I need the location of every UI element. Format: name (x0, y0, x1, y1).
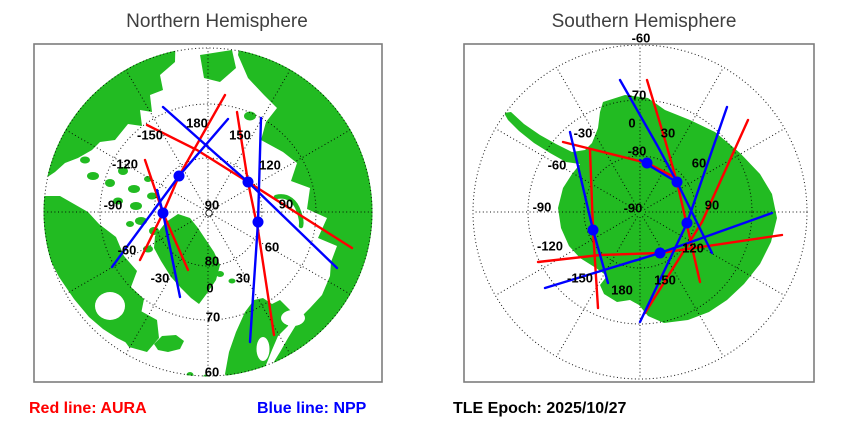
satellite-position-dot (641, 157, 653, 169)
land-antarctic-islet (489, 129, 493, 133)
north-graticule-labels: 180 -150 150 -120 120 -90 90 90 -60 60 -30 30 80 0 70 6… (104, 116, 294, 380)
land-svalbard (228, 278, 236, 284)
south-polar-map: -60 -70 0 30 -30 -80 60 -60 90 -90 -90 120 -120 150 -1… (463, 31, 815, 383)
graticule-label: 30 (661, 126, 675, 141)
graticule-label: 70 (206, 310, 220, 325)
graticule-label: -90 (533, 200, 552, 215)
graticule-label: 60 (265, 240, 279, 255)
land-britain (186, 372, 194, 377)
graticule-label: 60 (692, 156, 706, 171)
aura-ground-track (145, 123, 354, 250)
white-sea (281, 310, 305, 326)
meridian-line (65, 214, 204, 295)
north-map-frame (33, 43, 383, 383)
land-novaya-zemlya (273, 194, 304, 229)
meridian-line (125, 69, 206, 208)
graticule-label: -120 (537, 239, 563, 254)
aura-ground-track (138, 93, 227, 262)
hudson-bay (95, 292, 125, 320)
satellite-position-dot (252, 216, 264, 228)
meridian-line (210, 216, 291, 355)
graticule-label: 0 (206, 281, 213, 296)
graticule-label: -30 (151, 271, 170, 286)
npp-ground-track (618, 78, 714, 255)
graticule-label: 120 (259, 158, 281, 173)
aura-ground-track (235, 110, 276, 337)
south-satellite-dots (587, 157, 693, 259)
north-polar-map: 180 -150 150 -120 120 -90 90 90 -60 60 -30 30 80 0 70 6… (33, 43, 383, 383)
meridian-line (212, 214, 351, 295)
legend-blue-npp: Blue line: NPP (257, 400, 367, 417)
graticule-label: -90 (104, 198, 123, 213)
graticule-label: -120 (112, 157, 138, 172)
graticule-label: 180 (611, 283, 633, 298)
latitude-circle (527, 99, 753, 325)
meridian-line (125, 216, 206, 355)
south-map-title: Southern Hemisphere (552, 11, 737, 32)
land-quebec (117, 310, 159, 352)
north-graticule (43, 47, 373, 377)
graticule-label: 0 (628, 116, 635, 131)
graticule-label: 60 (205, 365, 219, 380)
south-graticule (472, 44, 808, 380)
aura-ground-track (645, 78, 702, 284)
satellite-position-dot (587, 224, 599, 236)
graticule-label: 180 (186, 116, 208, 131)
npp-ground-track (161, 105, 339, 270)
meridian-line (210, 69, 291, 208)
north-map-title: Northern Hemisphere (126, 11, 308, 32)
meridian-line (212, 129, 351, 210)
graticule-label: -60 (118, 243, 137, 258)
graticule-label: 90 (705, 198, 719, 213)
graticule-label: -60 (548, 158, 567, 173)
latitude-circle (99, 103, 317, 321)
satellite-position-dot (242, 176, 254, 188)
satellite-position-dot (173, 170, 185, 182)
north-satellite-dots (157, 170, 264, 228)
graticule-label: 30 (236, 271, 250, 286)
graticule-label: 80 (205, 254, 219, 269)
graticule-label: 120 (682, 241, 704, 256)
graticule-label: -150 (137, 128, 163, 143)
graticule-label: -30 (574, 126, 593, 141)
graticule-label: -150 (567, 271, 593, 286)
graticule-label: 150 (229, 128, 251, 143)
south-map-frame (463, 43, 815, 383)
gulf-of-bothnia (256, 337, 270, 361)
satellite-position-dot (681, 217, 693, 229)
land-antarctica (504, 95, 777, 323)
aura-ground-track (536, 233, 784, 264)
south-graticule-labels: -60 -70 0 30 -30 -80 60 -60 90 -90 -90 120 -120 150 -1… (533, 31, 720, 298)
land-arctic-island (200, 50, 236, 82)
satellite-position-dot (654, 247, 666, 259)
graticule-label: 150 (654, 273, 676, 288)
graticule-label: 90 (205, 198, 219, 213)
aura-ground-track (643, 118, 750, 315)
satellite-position-dot (671, 176, 683, 188)
land-greenland (154, 214, 220, 304)
land-antarctic-islet (504, 93, 510, 97)
graticule-label: 90 (279, 197, 293, 212)
graticule-label: -80 (628, 144, 647, 159)
graticule-label: -90 (624, 201, 643, 216)
land-svalbard (216, 271, 224, 277)
north-pole-marker (205, 209, 213, 217)
graticule-label: -60 (632, 31, 651, 46)
land-iceland (154, 335, 184, 352)
graticule-label: -70 (628, 88, 647, 103)
legend-tle-epoch: TLE Epoch: 2025/10/27 (453, 400, 627, 417)
latitude-circle (153, 157, 263, 267)
legend-red-aura: Red line: AURA (29, 400, 147, 417)
meridian-line (65, 129, 204, 210)
satellite-position-dot (157, 207, 169, 219)
latitude-circle (472, 44, 808, 380)
